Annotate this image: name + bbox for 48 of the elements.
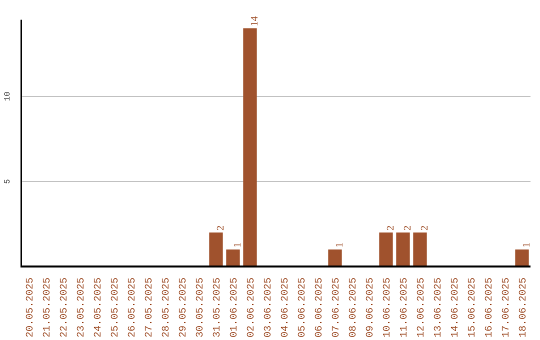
x-tick-label: 28.05.2025 xyxy=(162,277,172,338)
bar xyxy=(413,232,427,266)
x-tick-label: 13.06.2025 xyxy=(434,277,444,338)
x-tick-label: 05.06.2025 xyxy=(298,277,308,338)
x-tick-label: 09.06.2025 xyxy=(366,277,376,338)
x-tick-label: 21.05.2025 xyxy=(42,277,54,338)
x-tick-label: 17.06.2025 xyxy=(502,277,512,338)
x-tick-label: 04.06.2025 xyxy=(280,277,292,338)
data-label: 1 xyxy=(334,242,346,248)
x-tick-label: 12.06.2025 xyxy=(416,277,428,338)
data-label: 2 xyxy=(402,225,414,230)
y-tick-label: 5 xyxy=(4,178,12,184)
x-tick-label: 23.05.2025 xyxy=(76,277,88,338)
bar xyxy=(396,232,410,266)
x-tick-label: 30.05.2025 xyxy=(196,277,206,338)
data-label: 2 xyxy=(420,225,430,230)
x-tick-label: 03.06.2025 xyxy=(264,277,274,338)
bar xyxy=(243,28,257,266)
x-tick-label: 27.05.2025 xyxy=(144,277,156,338)
y-tick-label: 10 xyxy=(4,91,12,102)
x-tick-label: 26.05.2025 xyxy=(128,277,138,338)
data-label: 1 xyxy=(522,242,532,248)
x-tick-label: 14.06.2025 xyxy=(450,277,462,338)
bar xyxy=(328,249,342,266)
x-tick-label: 10.06.2025 xyxy=(382,277,394,338)
x-tick-label: 06.06.2025 xyxy=(314,277,326,338)
x-tick-label: 20.05.2025 xyxy=(26,277,36,338)
x-tick-label: 08.06.2025 xyxy=(348,277,360,338)
data-label: 2 xyxy=(216,225,226,230)
x-tick-label: 02.06.2025 xyxy=(246,277,258,338)
x-tick-label: 01.06.2025 xyxy=(230,277,240,338)
bar xyxy=(226,249,240,266)
data-label: 14 xyxy=(250,16,260,26)
bar xyxy=(515,249,529,266)
data-label: 2 xyxy=(386,225,396,230)
bar xyxy=(379,232,393,266)
x-tick-label: 29.05.2025 xyxy=(178,277,190,338)
x-tick-label: 15.06.2025 xyxy=(468,277,478,338)
x-tick-label: 31.05.2025 xyxy=(212,277,224,338)
x-tick-label: 24.05.2025 xyxy=(94,277,104,338)
x-tick-label: 16.06.2025 xyxy=(484,277,496,338)
x-tick-label: 22.05.2025 xyxy=(60,277,70,338)
x-tick-label: 25.05.2025 xyxy=(110,277,122,338)
data-label: 1 xyxy=(232,242,244,248)
x-tick-label: 18.06.2025 xyxy=(518,277,530,338)
x-tick-label: 11.06.2025 xyxy=(400,277,410,338)
bar xyxy=(209,232,223,266)
x-tick-label: 07.06.2025 xyxy=(332,277,342,338)
